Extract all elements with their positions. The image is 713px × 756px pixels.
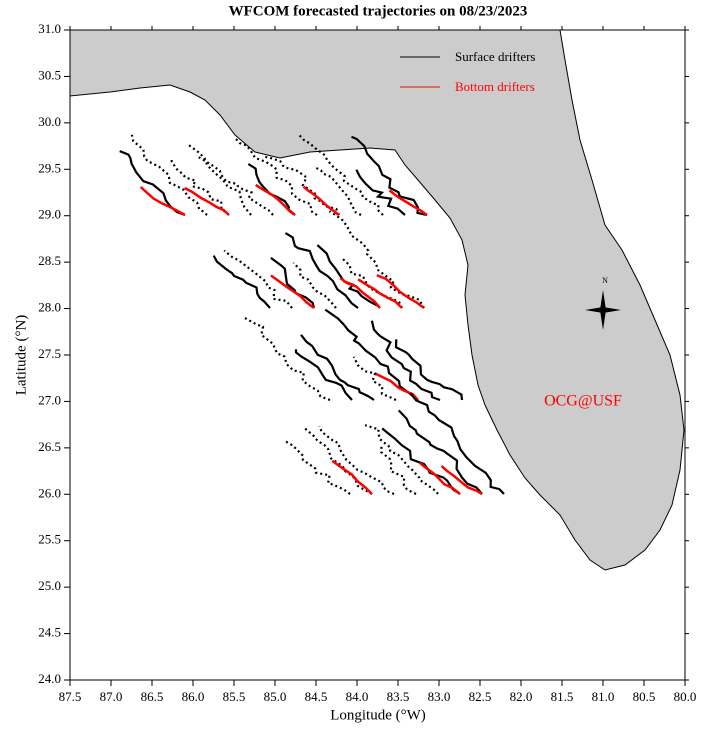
x-tick-label: 86.5 <box>141 689 164 704</box>
x-tick-label: 87.0 <box>100 689 123 704</box>
bottom-trajectory <box>388 189 428 217</box>
x-tick-label: 80.0 <box>674 689 697 704</box>
bottom-trajectory <box>255 183 296 217</box>
bottom-trajectory <box>331 459 373 495</box>
bottom-trajectory <box>440 465 483 496</box>
surface-trajectory <box>270 257 316 309</box>
x-tick-label: 81.0 <box>592 689 615 704</box>
surface-trajectory <box>262 155 340 216</box>
bottom-trajectory <box>357 278 403 309</box>
x-tick-label: 82.0 <box>510 689 533 704</box>
surface-trajectory <box>394 339 464 401</box>
x-tick-label: 83.5 <box>387 689 410 704</box>
surface-trajectory <box>370 320 441 402</box>
y-tick-label: 28.0 <box>38 300 61 315</box>
bottom-trajectory <box>270 274 315 309</box>
surface-trajectory <box>292 262 337 309</box>
y-tick-label: 30.5 <box>38 67 61 82</box>
surface-trajectory <box>304 427 373 495</box>
y-tick-label: 25.5 <box>38 532 61 547</box>
x-tick-label: 87.5 <box>59 689 82 704</box>
trajectories <box>119 132 505 496</box>
chart-title: WFCOM forecasted trajectories on 08/23/2… <box>229 3 528 19</box>
annotation: OCG@USF <box>544 393 622 410</box>
surface-trajectory <box>212 255 271 309</box>
surface-trajectory <box>352 356 397 401</box>
compass-label: N <box>602 276 608 285</box>
bottom-trajectory <box>339 277 381 309</box>
bottom-trajectory <box>302 185 340 216</box>
x-tick-label: 83.0 <box>428 689 451 704</box>
x-tick-label: 84.5 <box>305 689 328 704</box>
y-tick-label: 27.0 <box>38 392 61 407</box>
x-tick-label: 85.5 <box>223 689 246 704</box>
y-tick-label: 25.0 <box>38 578 61 593</box>
y-axis-label: Latitude (°N) <box>13 315 29 396</box>
surface-trajectory <box>170 159 230 216</box>
land <box>69 29 685 571</box>
surface-trajectory <box>380 445 417 495</box>
y-tick-label: 29.0 <box>38 207 61 222</box>
y-tick-label: 24.5 <box>38 625 61 640</box>
bottom-trajectory <box>376 274 425 310</box>
surface-trajectory <box>284 440 351 495</box>
surface-trajectory <box>294 349 353 401</box>
x-tick-label: 86.0 <box>182 689 205 704</box>
x-tick-label: 85.0 <box>264 689 287 704</box>
x-tick-label: 84.0 <box>346 689 369 704</box>
y-tick-label: 26.5 <box>38 439 61 454</box>
surface-trajectory <box>351 135 428 217</box>
compass: N <box>585 276 621 330</box>
surface-trajectory <box>313 165 362 216</box>
y-tick-label: 27.5 <box>38 346 61 361</box>
legend-label: Surface drifters <box>455 49 536 64</box>
legend-label: Bottom drifters <box>455 79 535 94</box>
surface-trajectory <box>324 308 419 401</box>
x-tick-label: 82.5 <box>469 689 492 704</box>
y-tick-label: 24.0 <box>38 671 61 686</box>
surface-trajectory <box>381 427 461 495</box>
surface-trajectory <box>355 169 406 216</box>
y-tick-label: 31.0 <box>38 21 61 36</box>
surface-trajectory <box>234 137 318 216</box>
bottom-trajectory <box>184 186 230 216</box>
surface-trajectory <box>242 316 331 402</box>
bottom-trajectory <box>139 186 186 217</box>
surface-trajectory <box>397 409 483 495</box>
bottom-trajectory <box>419 461 461 495</box>
y-tick-label: 26.0 <box>38 485 61 500</box>
y-tick-label: 29.5 <box>38 160 61 175</box>
bottom-trajectory <box>375 372 419 401</box>
surface-trajectory <box>284 232 359 309</box>
y-tick-label: 28.5 <box>38 253 61 268</box>
x-axis-label: Longitude (°W) <box>330 707 426 723</box>
x-tick-label: 81.5 <box>551 689 574 704</box>
surface-trajectory <box>130 134 208 216</box>
surface-trajectory <box>409 392 505 495</box>
surface-trajectory <box>296 132 384 216</box>
surface-trajectory <box>300 334 375 401</box>
x-tick-label: 80.5 <box>633 689 656 704</box>
y-tick-label: 30.0 <box>38 114 61 129</box>
